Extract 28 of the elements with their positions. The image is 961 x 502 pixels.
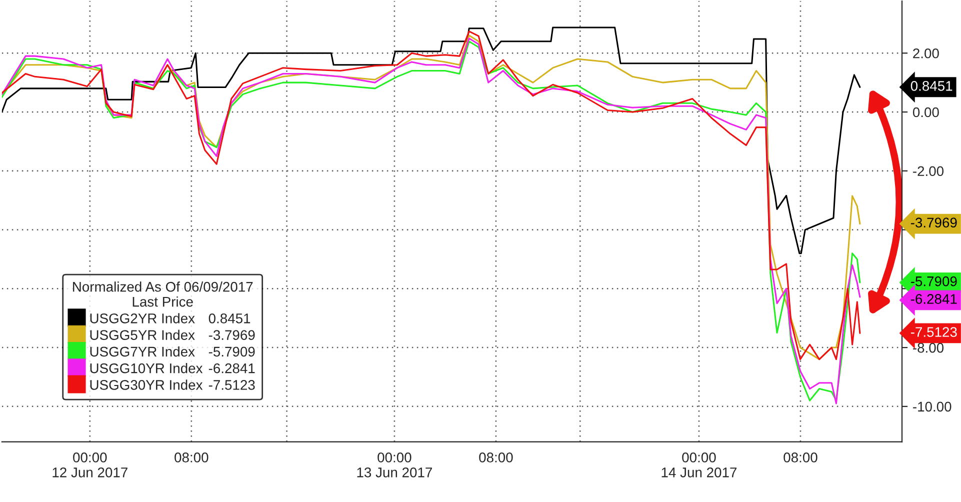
legend-title: Normalized As Of 06/09/2017 Last Price xyxy=(73,282,253,307)
y-tick-label: 2.00 xyxy=(913,48,939,58)
annotation: -5.7909 xyxy=(208,346,255,357)
legend-label: USGG7YR Index xyxy=(90,346,195,357)
x-tick-label: 00:00 12 Jun 2017 xyxy=(52,452,128,478)
legend-label: USGG5YR Index xyxy=(90,330,195,340)
annotation: -6.2841 xyxy=(208,363,255,374)
text: -3.7969 xyxy=(910,218,957,228)
text: 0.8451 xyxy=(910,81,952,91)
annotation: -7.5123 xyxy=(208,380,255,390)
annotation: 0.8451 xyxy=(208,314,250,324)
x-tick-label: 00:00 13 Jun 2017 xyxy=(357,452,432,478)
annotation: -3.7969 xyxy=(208,330,255,340)
x-tick-label: 00:00 14 Jun 2017 xyxy=(662,452,737,478)
y-tick-label: -2.00 xyxy=(913,166,944,176)
legend-label: USGG10YR Index xyxy=(90,363,203,374)
y-tick-label: -10.00 xyxy=(913,402,952,412)
text: -7.5123 xyxy=(910,327,957,337)
y-tick-label: 0.00 xyxy=(912,107,939,118)
text: -5.7909 xyxy=(910,276,957,286)
legend-label: USGG2YR Index xyxy=(90,313,195,324)
y-tick-label: -8.00 xyxy=(913,342,944,353)
x-tick-label: 08:00 xyxy=(784,452,818,462)
x-tick-label: 08:00 xyxy=(174,452,208,462)
line-series xyxy=(2,26,861,254)
text: -6.2841 xyxy=(910,294,957,304)
legend-label: USGG30YR Index xyxy=(90,380,203,390)
x-tick-label: 08:00 xyxy=(479,452,513,462)
